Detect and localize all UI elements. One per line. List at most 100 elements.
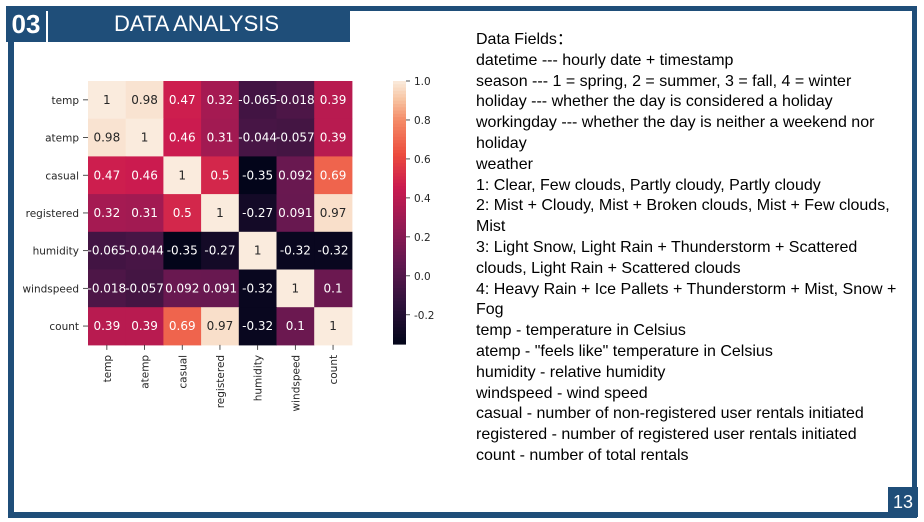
field-line: workingday --- whether the day is neithe…: [476, 114, 875, 152]
colorbar-segment: [393, 284, 406, 289]
colorbar-segment: [393, 314, 406, 319]
colorbar-segment: [393, 334, 406, 339]
heatmap-cell-label: -0.044: [125, 244, 164, 258]
heatmap-cell: [201, 156, 240, 195]
colorbar-segment: [393, 169, 406, 174]
heatmap-cell: [201, 307, 240, 346]
heatmap-cell-label: -0.057: [276, 131, 315, 145]
heatmap-cell-label: -0.35: [167, 244, 198, 258]
colorbar-segment: [393, 291, 406, 296]
heatmap-cell: [125, 307, 164, 346]
row-label: windspeed: [22, 283, 79, 295]
heatmap-cell-label: 0.46: [131, 168, 158, 182]
heatmap-cell: [314, 307, 353, 346]
col-label: atemp: [140, 355, 152, 389]
heatmap-cell: [201, 231, 240, 270]
heatmap-cell: [238, 269, 277, 308]
row-label: count: [49, 321, 79, 333]
colorbar-segment: [393, 261, 406, 266]
colorbar-segment: [393, 311, 406, 316]
colorbar-segment: [393, 159, 406, 164]
heatmap-cell: [276, 194, 315, 233]
heatmap-cell-label: 1: [292, 281, 300, 295]
heatmap-cell-label: 0.98: [93, 131, 120, 145]
col-label: count: [328, 355, 340, 385]
colorbar-tick-label: 0.6: [414, 154, 431, 166]
colorbar-segment: [393, 173, 406, 177]
heatmap-cell-label: -0.018: [276, 93, 315, 107]
heatmap-cell: [238, 307, 277, 346]
colorbar-segment: [393, 156, 406, 161]
heatmap-cell: [314, 81, 353, 120]
colorbar-segment: [393, 288, 406, 292]
colorbar-segment: [393, 215, 406, 220]
row-label: atemp: [45, 133, 79, 145]
col-label: casual: [177, 355, 189, 389]
colorbar-segment: [393, 136, 406, 141]
field-line: atemp - "feels like" temperature in Cels…: [476, 342, 773, 360]
heatmap-cell: [238, 231, 277, 270]
colorbar-tick-label: 0.2: [414, 232, 431, 244]
colorbar-segment: [393, 209, 406, 214]
heatmap-cell-label: -0.065: [88, 244, 127, 258]
heatmap-cell-label: 0.091: [278, 206, 312, 220]
section-number: 03: [6, 6, 46, 42]
heatmap-cell-label: 1: [329, 319, 337, 333]
heatmap-cell-label: 0.39: [131, 319, 158, 333]
heatmap-cell: [163, 81, 202, 120]
heatmap-cell: [238, 194, 277, 233]
colorbar-segment: [393, 84, 406, 89]
heatmap-cell-label: 0.1: [286, 319, 305, 333]
heatmap-cell-label: -0.32: [318, 244, 349, 258]
colorbar-segment: [393, 120, 406, 125]
colorbar-segment: [393, 104, 406, 108]
heatmap-cell: [276, 269, 315, 308]
data-fields-heading: Data Fields：: [476, 31, 573, 48]
heatmap-cell-label: 1: [254, 244, 262, 258]
colorbar-segment: [393, 192, 406, 197]
heatmap-cell: [201, 269, 240, 308]
heatmap-cell-label: 0.39: [320, 131, 347, 145]
slide-title: DATA ANALYSIS: [48, 6, 350, 42]
colorbar-segment: [393, 130, 406, 135]
colorbar-segment: [393, 317, 406, 322]
heatmap-cell-label: 1: [178, 168, 186, 182]
colorbar-segment: [393, 340, 406, 345]
heatmap-cell-label: 0.32: [93, 206, 120, 220]
colorbar-segment: [393, 97, 406, 102]
colorbar-segment: [393, 228, 406, 233]
heatmap-cell-label: -0.27: [204, 244, 235, 258]
colorbar-segment: [393, 278, 406, 283]
page-number: 13: [888, 487, 918, 517]
heatmap-cell-label: 0.47: [93, 168, 120, 182]
heatmap-cell: [238, 156, 277, 195]
heatmap-cell-label: 0.31: [207, 131, 234, 145]
heatmap-cell: [314, 156, 353, 195]
colorbar-segment: [393, 245, 406, 250]
heatmap-cell-label: 0.31: [131, 206, 158, 220]
colorbar-segment: [393, 113, 406, 118]
colorbar-segment: [393, 294, 406, 299]
heatmap-cell-label: 0.39: [320, 93, 347, 107]
heatmap-cell-label: -0.35: [242, 168, 273, 182]
colorbar-segment: [393, 176, 406, 181]
colorbar-segment: [393, 248, 406, 253]
heatmap-cell: [88, 269, 127, 308]
colorbar-segment: [393, 255, 406, 260]
colorbar-segment: [393, 110, 406, 115]
heatmap-cell-label: 0.47: [169, 93, 196, 107]
colorbar-segment: [393, 163, 406, 168]
heatmap-cell-label: -0.065: [238, 93, 277, 107]
colorbar-segment: [393, 123, 406, 128]
heatmap-cell: [276, 307, 315, 346]
colorbar-segment: [393, 219, 406, 223]
col-label: temp: [102, 355, 114, 383]
colorbar-segment: [393, 301, 406, 306]
heatmap-cell: [125, 194, 164, 233]
field-line: casual - number of non-registered user r…: [476, 405, 864, 423]
colorbar-segment: [393, 271, 406, 276]
heatmap-cell-label: 0.98: [131, 93, 158, 107]
heatmap-cell: [88, 231, 127, 270]
slide-frame-top: [8, 6, 916, 11]
heatmap-cell-label: -0.057: [125, 281, 164, 295]
